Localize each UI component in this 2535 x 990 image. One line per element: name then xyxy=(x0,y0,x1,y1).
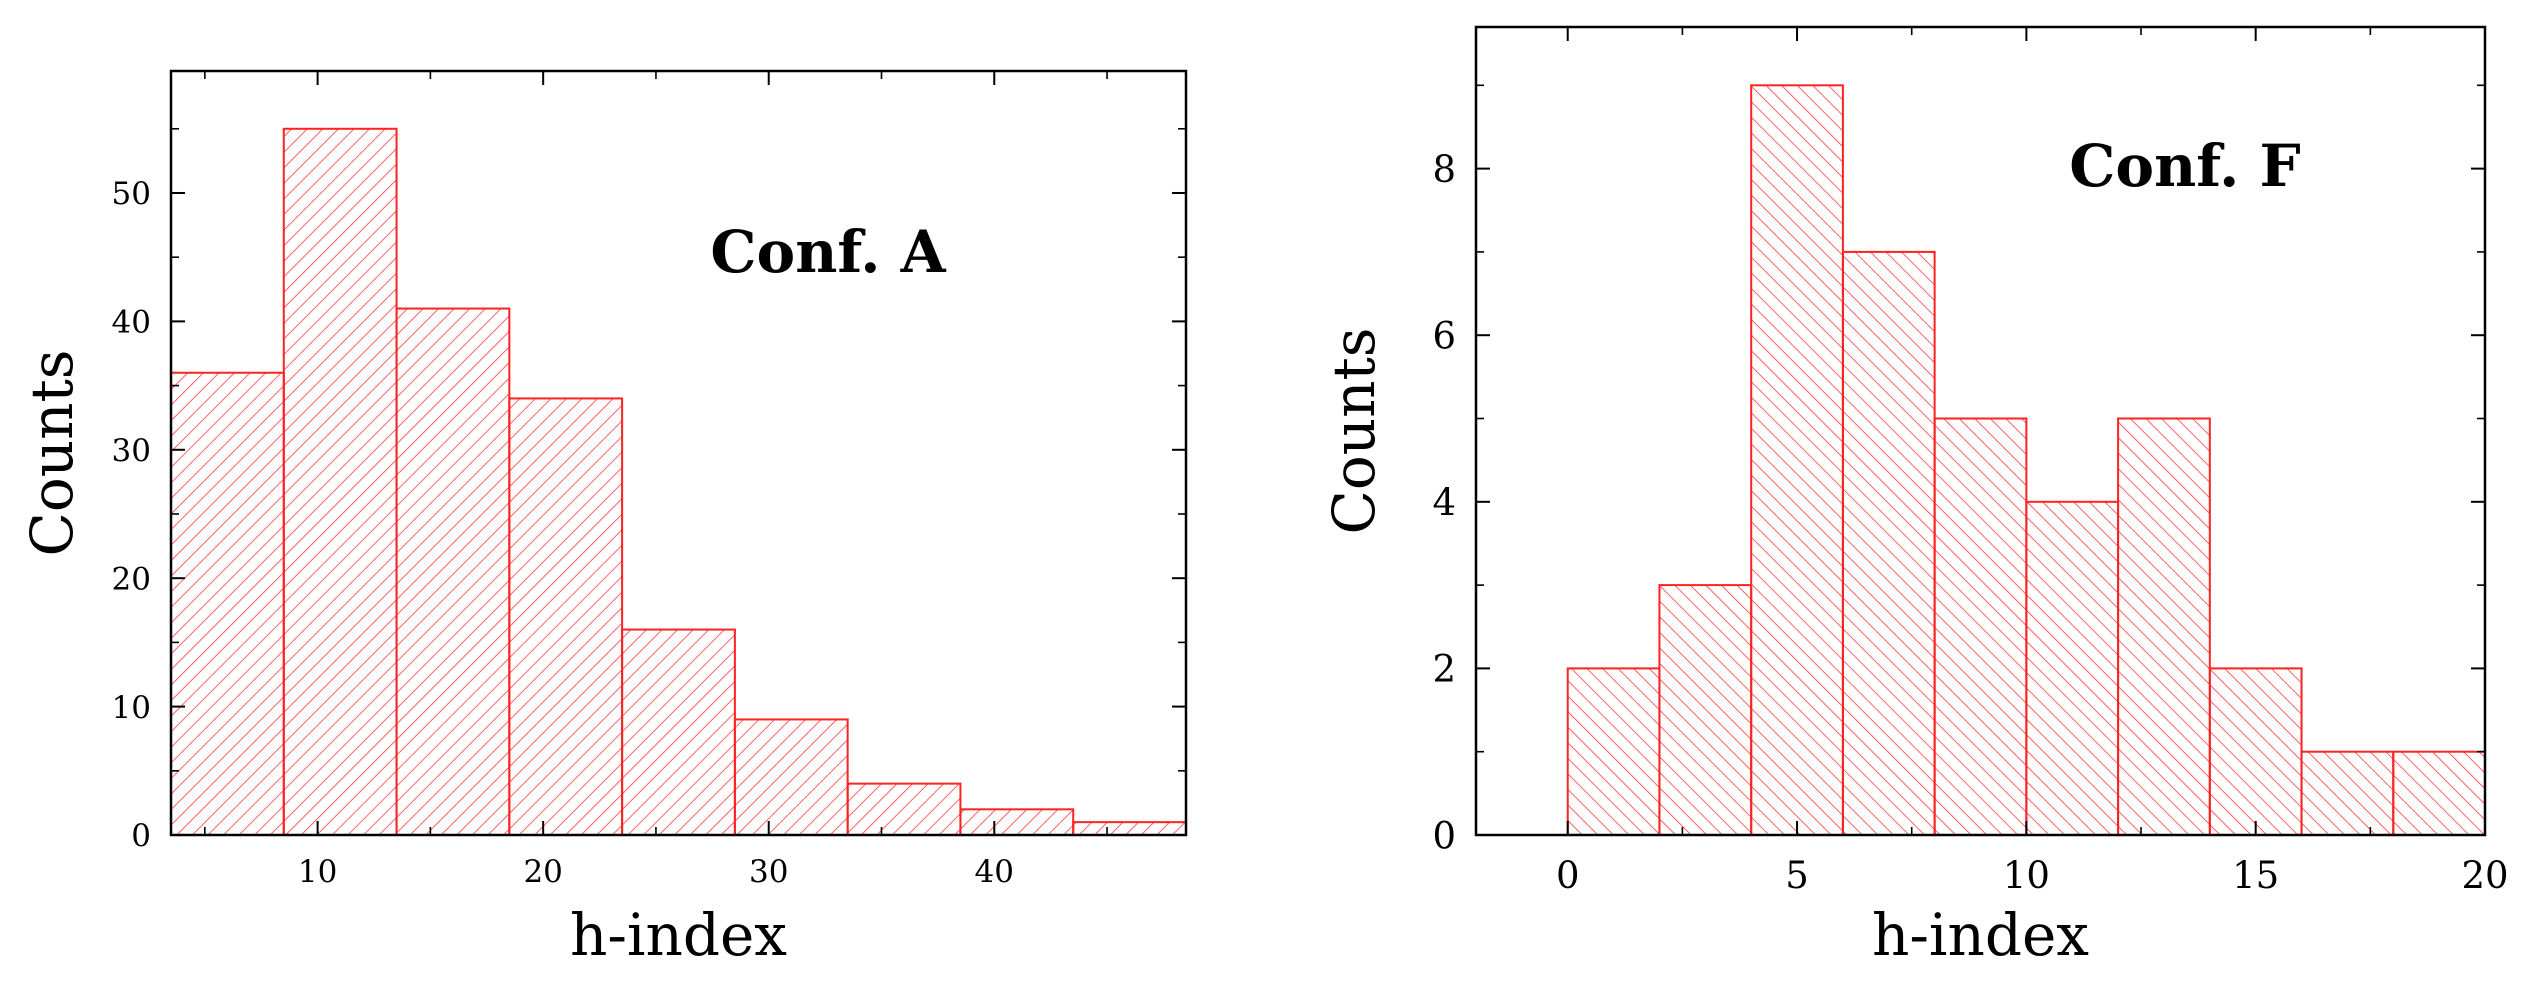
y-tick-label: 30 xyxy=(112,433,151,469)
y-tick-label: 20 xyxy=(112,561,151,597)
histogram-bar xyxy=(1566,667,1661,836)
histogram-bar xyxy=(2025,500,2120,836)
histogram-bar xyxy=(2392,750,2486,837)
histogram-bar xyxy=(508,397,624,836)
histogram-bar xyxy=(2117,417,2211,836)
plot-frame xyxy=(1474,25,2487,837)
x-tick-label: 10 xyxy=(2003,854,2050,897)
x-tick-label: 20 xyxy=(523,854,562,890)
histogram-bar xyxy=(170,371,285,836)
x-tick-label: 20 xyxy=(2461,854,2508,897)
y-tick-label: 8 xyxy=(1432,148,1456,191)
x-tick-label: 30 xyxy=(749,854,788,890)
chart-annotation: Conf. A xyxy=(710,218,946,286)
histogram-bar xyxy=(846,782,962,837)
histogram-bar xyxy=(395,307,511,836)
histogram-bar xyxy=(1658,584,1753,836)
y-tick-label: 4 xyxy=(1432,481,1456,524)
x-axis-label: h-index xyxy=(1872,901,2089,969)
y-tick-label: 0 xyxy=(131,818,151,854)
y-tick-label: 10 xyxy=(112,690,151,726)
y-axis-label: Counts xyxy=(18,349,86,556)
histogram-bar xyxy=(621,628,736,836)
plot-frame xyxy=(169,69,1188,837)
chart-annotation: Conf. F xyxy=(2069,132,2300,200)
y-tick-label: 50 xyxy=(112,176,151,212)
x-tick-label: 5 xyxy=(1785,854,1809,897)
x-tick-label: 40 xyxy=(975,854,1014,890)
y-axis-label: Counts xyxy=(1320,327,1388,534)
x-tick-label: 0 xyxy=(1556,854,1580,897)
histogram-bar xyxy=(282,127,398,837)
histogram-bar xyxy=(1072,821,1187,837)
histogram-bar xyxy=(1750,84,1844,837)
x-tick-label: 10 xyxy=(298,854,337,890)
histogram-bar xyxy=(1841,250,1936,836)
histogram-bar xyxy=(2208,667,2303,836)
x-tick-label: 15 xyxy=(2232,854,2279,897)
x-axis-label: h-index xyxy=(570,901,787,969)
histogram-bar xyxy=(733,718,849,836)
histogram-panel-conf-a: 10 20 30 40 0 10 20 30 40 50 h-index Counts Conf. A xyxy=(18,69,1188,969)
y-tick-label: 0 xyxy=(1432,814,1456,857)
y-tick-label: 40 xyxy=(112,305,151,341)
y-tick-label: 2 xyxy=(1432,648,1456,691)
histogram-bar xyxy=(2300,750,2395,837)
histogram-bar xyxy=(959,808,1075,837)
y-tick-label: 6 xyxy=(1432,315,1456,358)
histogram-bar xyxy=(1933,417,2028,836)
histogram-panel-conf-f: 0 5 10 15 20 0 2 4 6 8 h-index Counts Conf. F xyxy=(1320,25,2509,969)
